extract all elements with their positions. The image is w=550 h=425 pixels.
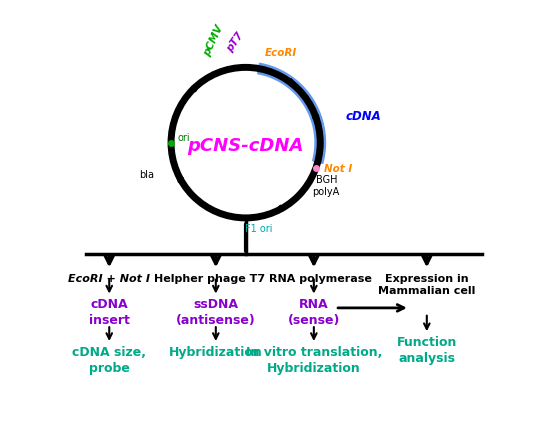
Text: BGH: BGH [316, 175, 338, 185]
Text: F1 ori: F1 ori [245, 224, 272, 235]
Polygon shape [258, 63, 326, 164]
Text: pCNS-cDNA: pCNS-cDNA [188, 137, 304, 155]
Text: In vitro translation,
Hybridization: In vitro translation, Hybridization [246, 346, 382, 374]
Text: polyA: polyA [312, 187, 339, 196]
Text: bla: bla [139, 170, 154, 180]
Text: EcoRI + Not I: EcoRI + Not I [68, 274, 150, 283]
Text: Hybridization: Hybridization [169, 346, 263, 359]
Text: RNA
(sense): RNA (sense) [288, 298, 340, 327]
Text: cDNA
insert: cDNA insert [89, 298, 130, 327]
Text: Function
analysis: Function analysis [397, 336, 457, 365]
Text: EcoRI: EcoRI [265, 48, 297, 57]
Text: Helpher phage T7 RNA polymerase: Helpher phage T7 RNA polymerase [154, 274, 372, 283]
Text: ori: ori [178, 133, 190, 143]
Text: ssDNA
(antisense): ssDNA (antisense) [176, 298, 256, 327]
Text: Not I: Not I [324, 164, 353, 174]
Text: cDNA: cDNA [346, 110, 382, 123]
Text: cDNA size,
probe: cDNA size, probe [72, 346, 146, 374]
Text: pCMV: pCMV [202, 23, 226, 57]
Text: Expression in
Mammalian cell: Expression in Mammalian cell [378, 274, 476, 296]
Text: pT7: pT7 [224, 31, 245, 54]
